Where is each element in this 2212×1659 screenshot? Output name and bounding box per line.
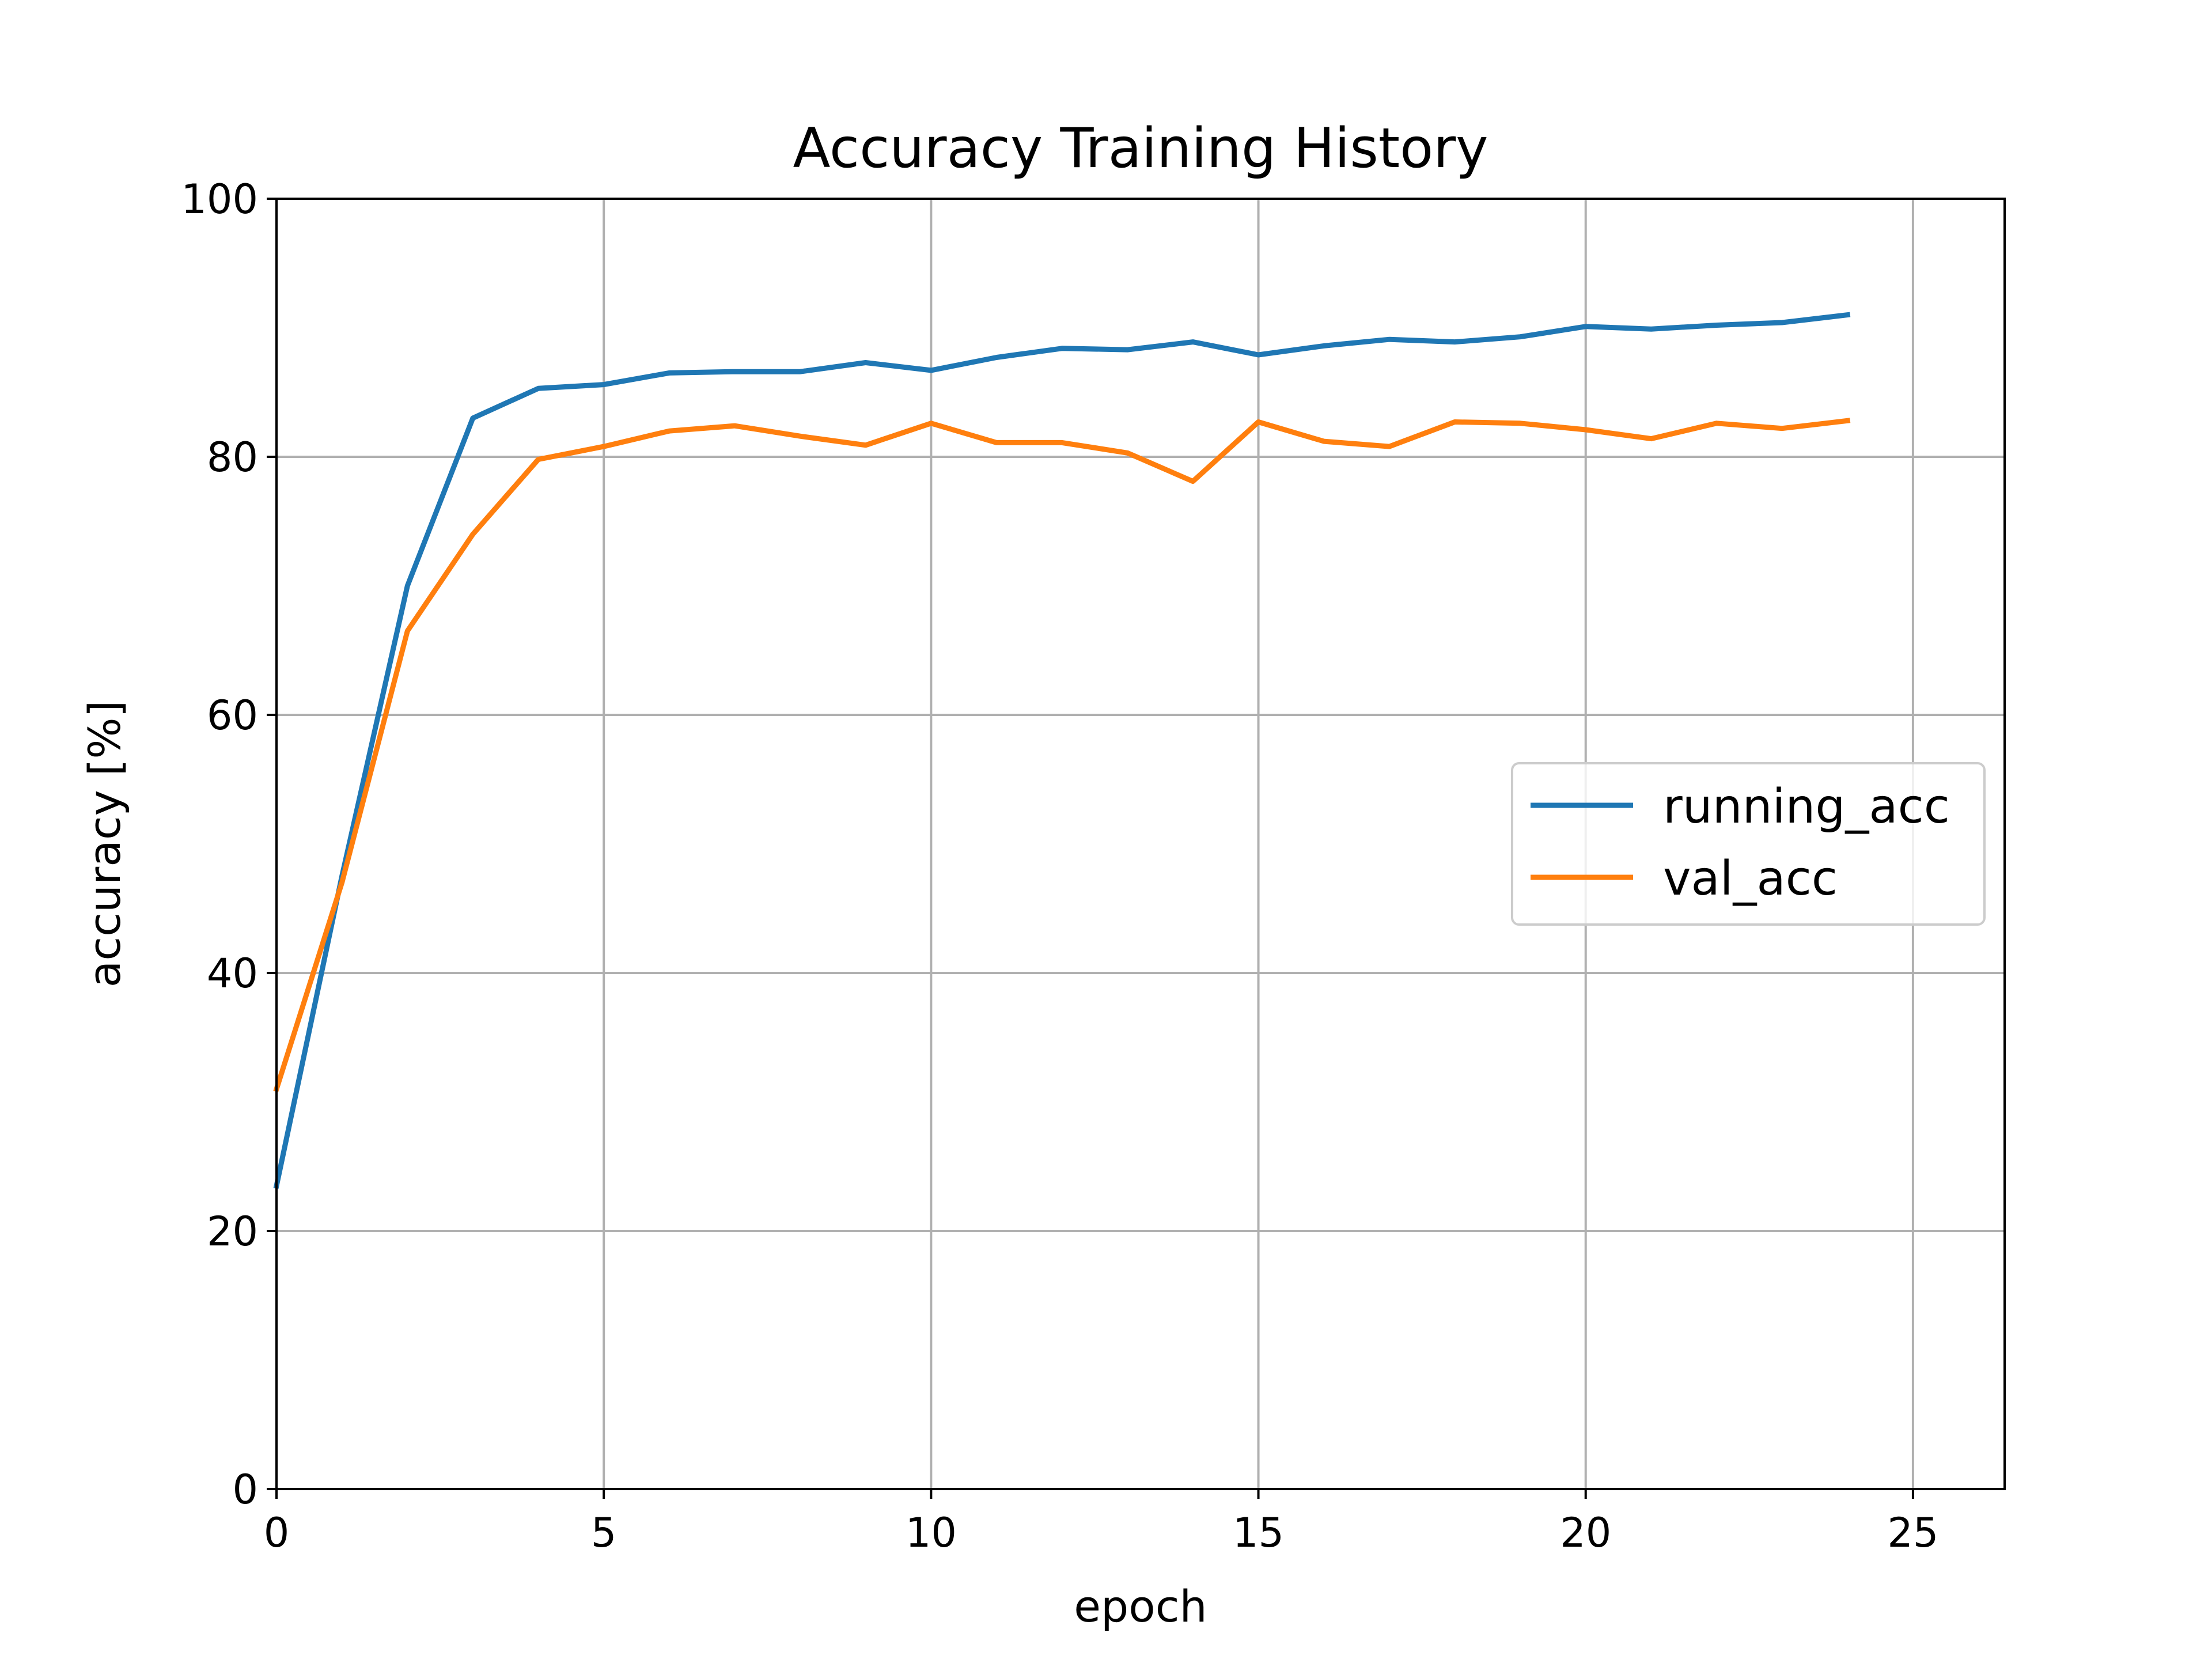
- x-tick-label: 25: [1887, 1509, 1938, 1556]
- y-axis-ticks: 0 20 40 60 80 100: [181, 176, 276, 1513]
- x-tick-label: 5: [591, 1509, 617, 1556]
- x-axis-label: epoch: [1074, 1581, 1207, 1632]
- series-lines: [273, 312, 1851, 1189]
- y-tick-label: 0: [232, 1466, 258, 1513]
- series-line-val-acc: [273, 418, 1851, 1093]
- x-tick-label: 10: [906, 1509, 957, 1556]
- series-line-running-acc: [273, 312, 1851, 1189]
- legend-label-running-acc: running_acc: [1663, 779, 1950, 834]
- y-axis-label: accuracy [%]: [79, 700, 130, 988]
- y-tick-label: 60: [207, 692, 258, 739]
- x-axis-ticks: 0 5 10 15 20 25: [264, 1489, 1938, 1556]
- y-tick-label: 40: [207, 950, 258, 997]
- legend: running_acc val_acc: [1511, 762, 1986, 926]
- legend-label-val-acc: val_acc: [1663, 851, 1838, 906]
- x-tick-label: 0: [264, 1509, 290, 1556]
- plot-frame: [275, 198, 2006, 1490]
- x-tick-label: 15: [1233, 1509, 1284, 1556]
- y-tick-label: 20: [207, 1208, 258, 1255]
- chart-title: Accuracy Training History: [793, 117, 1488, 180]
- x-tick-label: 20: [1560, 1509, 1611, 1556]
- y-tick-label: 100: [181, 176, 258, 223]
- y-tick-label: 80: [207, 434, 258, 481]
